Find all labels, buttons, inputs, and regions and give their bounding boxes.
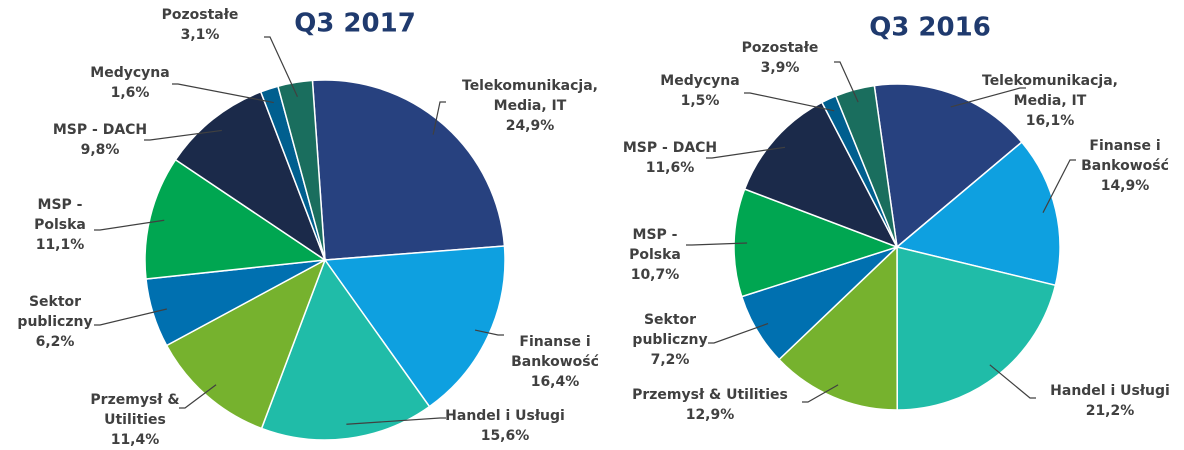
leader-line bbox=[989, 364, 1036, 399]
leader-line bbox=[950, 87, 1026, 108]
pie-slice bbox=[733, 188, 900, 298]
leader-line bbox=[708, 322, 769, 344]
slice-label: Pozostałe bbox=[742, 40, 819, 56]
pie-slice bbox=[260, 258, 431, 441]
slice-label: MSP - DACH bbox=[53, 122, 147, 138]
value-label: 14,9% bbox=[1101, 178, 1150, 194]
chart-title: Q3 2017 bbox=[294, 9, 416, 39]
leader-line bbox=[172, 83, 274, 104]
slice-label: Przemysł & Utilities bbox=[632, 387, 788, 403]
leader-line bbox=[686, 242, 748, 246]
leader-line bbox=[744, 92, 835, 112]
pie-slice bbox=[311, 79, 506, 261]
pie-slice bbox=[873, 83, 1023, 249]
leader-line bbox=[179, 384, 217, 409]
leader-line bbox=[474, 329, 504, 336]
slice-label: Handel i Usługi bbox=[445, 408, 565, 424]
pie-slice bbox=[834, 84, 898, 248]
leader-line bbox=[834, 61, 859, 103]
slice-label: MSP - DACH bbox=[623, 140, 717, 156]
leader-line bbox=[802, 384, 839, 403]
value-label: 6,2% bbox=[36, 334, 75, 350]
leader-line bbox=[706, 146, 786, 159]
slice-label: Handel i Usługi bbox=[1050, 383, 1170, 399]
leader-line bbox=[94, 308, 167, 326]
chart-title: Q3 2016 bbox=[869, 13, 991, 43]
value-label: 1,6% bbox=[111, 85, 150, 101]
value-label: 3,1% bbox=[181, 27, 220, 43]
slice-label: MSP -Polska bbox=[34, 197, 86, 233]
leader-line bbox=[94, 219, 165, 231]
pie-slice bbox=[277, 79, 326, 261]
pie-slice bbox=[896, 246, 1057, 411]
value-label: 7,2% bbox=[651, 352, 690, 368]
value-label: 11,4% bbox=[111, 432, 160, 448]
value-label: 3,9% bbox=[761, 60, 800, 76]
slice-label: Finanse i Bankowość bbox=[1081, 138, 1169, 174]
pie-slice bbox=[165, 258, 327, 430]
leader-line bbox=[1042, 159, 1076, 213]
value-label: 12,9% bbox=[686, 407, 735, 423]
value-label: 24,9% bbox=[506, 118, 555, 134]
slice-label: Medycyna bbox=[90, 65, 169, 81]
slice-label: Telekomunikacja, Media, IT bbox=[982, 73, 1118, 109]
slice-label: Pozostałe bbox=[162, 7, 239, 23]
slice-label: Sektor publiczny bbox=[632, 312, 707, 348]
slice-label: Telekomunikacja, Media, IT bbox=[462, 78, 598, 114]
slice-label: Finanse i Bankowość bbox=[511, 334, 599, 370]
value-label: 21,2% bbox=[1086, 403, 1135, 419]
slice-label: Sektor publiczny bbox=[17, 294, 92, 330]
pie-slice bbox=[895, 141, 1061, 287]
pie-slice bbox=[174, 90, 327, 262]
pie-slice bbox=[743, 101, 899, 249]
value-label: 15,6% bbox=[481, 428, 530, 444]
value-label: 1,5% bbox=[681, 93, 720, 109]
value-label: 9,8% bbox=[81, 142, 120, 158]
slice-label: MSP -Polska bbox=[629, 227, 681, 263]
leader-line bbox=[432, 101, 446, 135]
slice-label: Przemysł & Utilities bbox=[90, 392, 179, 428]
value-label: 16,4% bbox=[531, 374, 580, 390]
pie-slice bbox=[777, 245, 898, 411]
value-label: 11,6% bbox=[646, 160, 695, 176]
slice-label: Medycyna bbox=[660, 73, 739, 89]
value-label: 11,1% bbox=[36, 237, 85, 253]
leader-line bbox=[264, 36, 299, 97]
leader-line bbox=[346, 417, 446, 425]
pie-slice bbox=[144, 158, 328, 280]
pie-slice bbox=[323, 245, 506, 408]
leader-line bbox=[144, 129, 222, 141]
value-label: 16,1% bbox=[1026, 113, 1075, 129]
value-label: 10,7% bbox=[631, 267, 680, 283]
